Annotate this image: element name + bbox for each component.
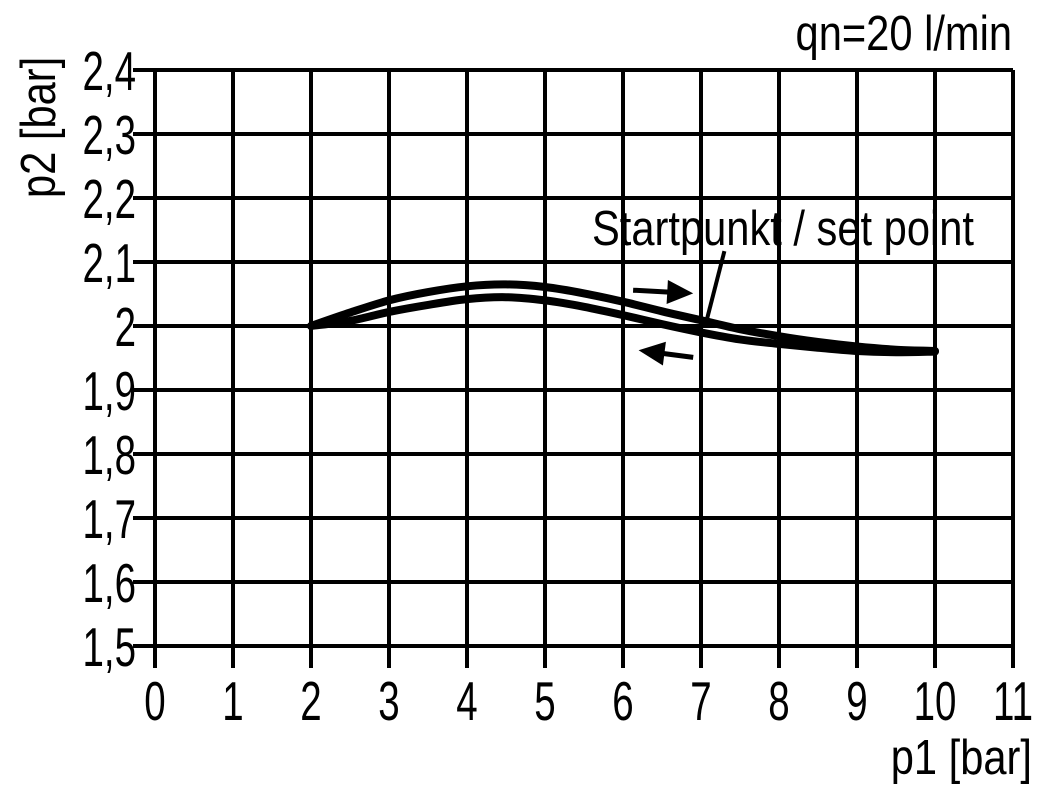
y-axis-tick-labels: 2,42,32,22,121,91,81,71,61,5 [82, 41, 136, 678]
y-tick-label: 1,9 [82, 361, 136, 422]
curve-lower-branch [307, 293, 939, 357]
x-tick-label: 1 [222, 671, 243, 732]
x-tick-label: 10 [914, 671, 957, 732]
hysteresis-curves [307, 280, 939, 357]
x-tick-label: 2 [300, 671, 321, 732]
arrow-right-head [666, 280, 694, 304]
x-tick-label: 3 [378, 671, 399, 732]
y-tick-label: 2,2 [82, 169, 136, 230]
y-tick-label: 1,6 [82, 553, 136, 614]
x-tick-label: 9 [846, 671, 867, 732]
y-tick-label: 2,3 [82, 105, 136, 166]
grid-lines [133, 68, 1015, 668]
x-axis-tick-labels: 0 1 2 3 4 5 6 7 8 9 10 11 [144, 671, 1033, 732]
y-tick-label: 1,5 [82, 617, 136, 678]
arrow-left-shaft [660, 350, 694, 360]
curve-upper-branch [307, 280, 939, 355]
flow-rate-label: qn=20 l/min [796, 6, 1012, 61]
set-point-label: Startpunkt / set point [592, 201, 974, 256]
x-tick-label: 4 [456, 671, 477, 732]
y-tick-label: 2 [115, 297, 136, 358]
y-tick-label: 2,1 [82, 233, 136, 294]
x-tick-label: 7 [690, 671, 711, 732]
set-point-leader-line [702, 250, 727, 328]
x-tick-label: 0 [144, 671, 165, 732]
x-tick-label: 8 [768, 671, 789, 732]
y-axis-label: p2 [bar] [11, 57, 66, 198]
y-tick-label: 1,8 [82, 425, 136, 486]
x-tick-label: 6 [612, 671, 633, 732]
direction-arrows [632, 280, 694, 366]
x-tick-label: 5 [534, 671, 555, 732]
x-axis-label: p1 [bar] [891, 730, 1032, 785]
y-tick-label: 2,4 [82, 41, 136, 102]
arrow-right-shaft [632, 287, 672, 295]
x-tick-label: 11 [993, 671, 1033, 732]
y-tick-label: 1,7 [82, 489, 136, 550]
arrow-left-head [638, 341, 666, 366]
